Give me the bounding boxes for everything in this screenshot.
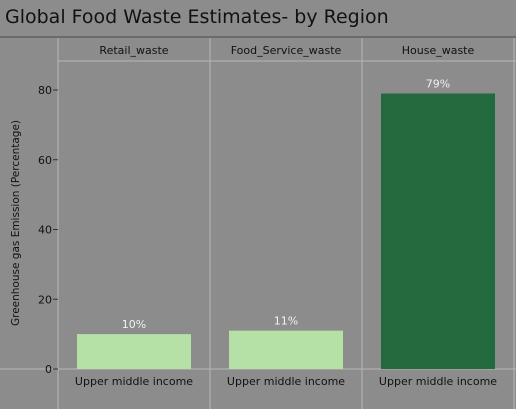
title-divider	[0, 36, 516, 38]
bar	[77, 334, 191, 369]
data-label: 10%	[122, 318, 146, 331]
data-label: 79%	[426, 77, 450, 90]
category-label: Upper middle income	[75, 375, 193, 388]
category-label: Upper middle income	[227, 375, 345, 388]
panel-header-label: Retail_waste	[99, 44, 168, 57]
panel-header-label: House_waste	[402, 44, 475, 57]
bar	[229, 330, 343, 369]
y-tick-label: 80	[38, 84, 52, 97]
y-tick-label: 40	[38, 224, 52, 237]
chart-title: Global Food Waste Estimates- by Region	[5, 6, 389, 28]
y-axis-title: Greenhouse gas Emission (Percentage)	[10, 120, 22, 326]
title-bar: Global Food Waste Estimates- by Region	[0, 0, 516, 36]
y-tick-label: 20	[38, 293, 52, 306]
category-label: Upper middle income	[379, 375, 497, 388]
bar	[381, 93, 495, 370]
panel-header-label: Food_Service_waste	[231, 44, 342, 57]
y-tick-label: 0	[45, 363, 52, 376]
y-tick-label: 60	[38, 154, 52, 167]
data-label: 11%	[274, 315, 298, 328]
